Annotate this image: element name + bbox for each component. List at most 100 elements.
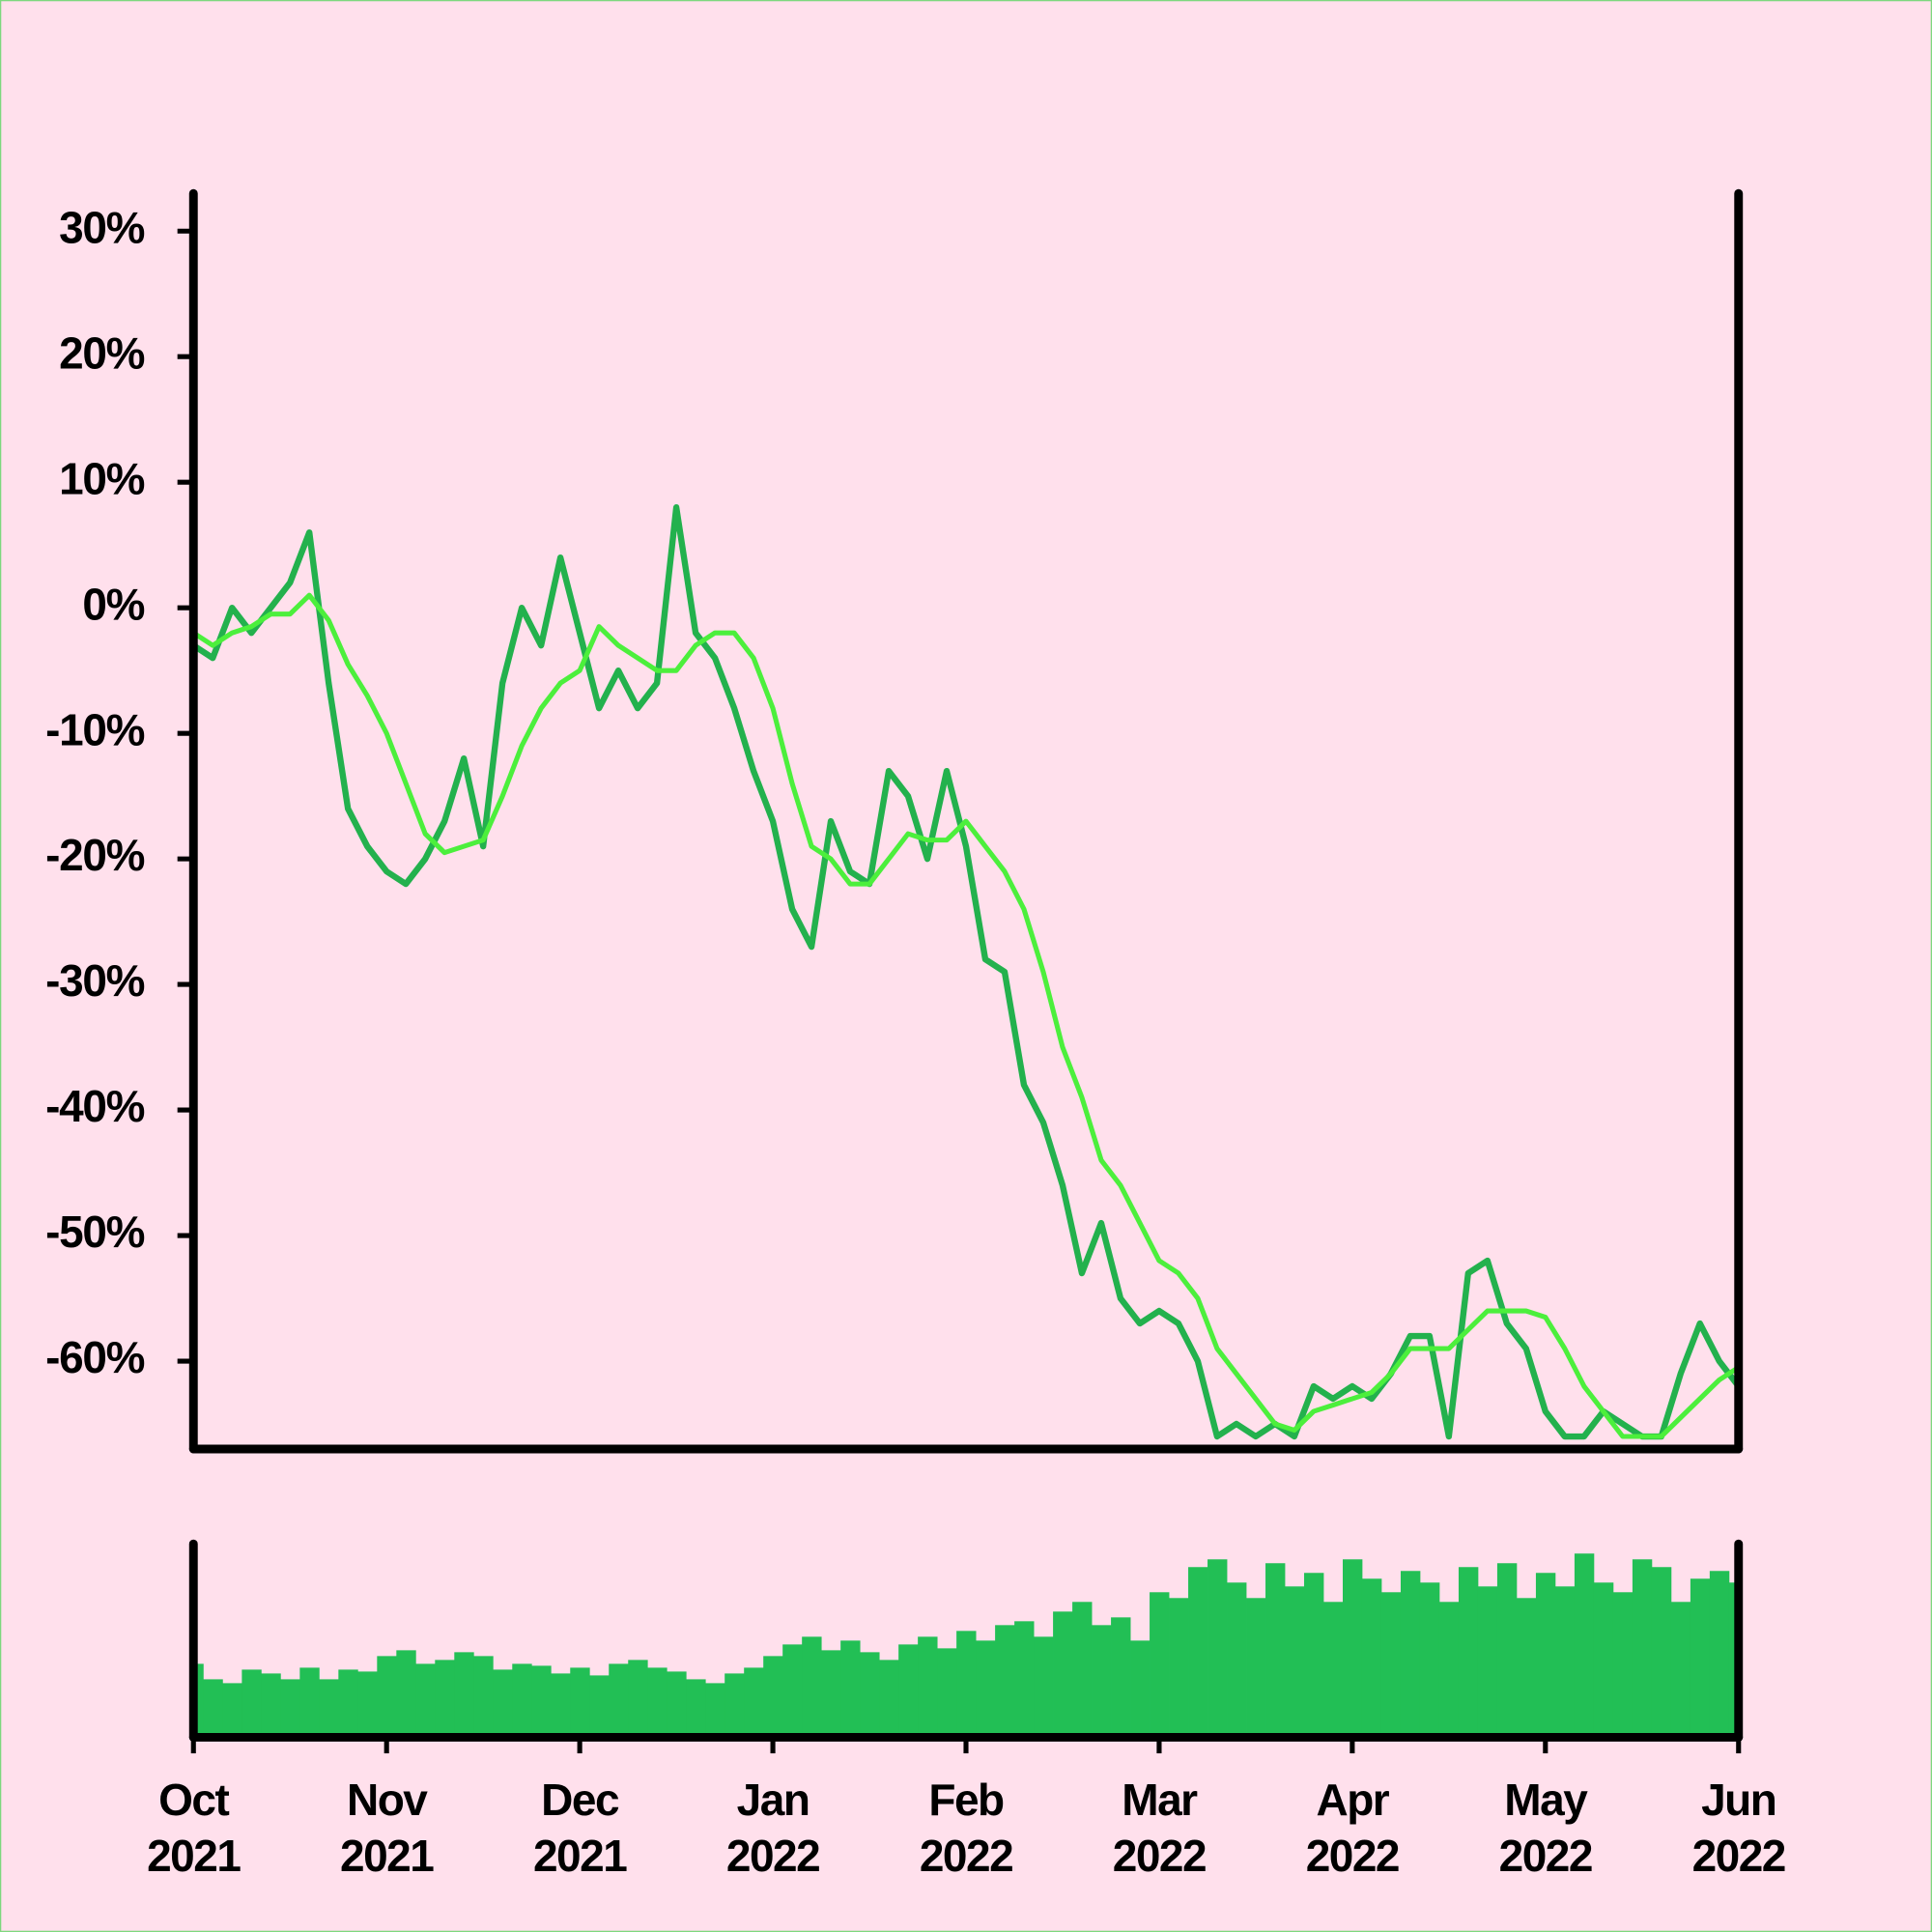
x-tick-label: Oct 2021 xyxy=(147,1775,242,1882)
volume-bar xyxy=(1690,1578,1711,1738)
volume-bar xyxy=(512,1663,532,1738)
volume-bar xyxy=(705,1683,725,1738)
y-tick-label: 10% xyxy=(59,453,145,503)
volume-bar xyxy=(763,1656,783,1738)
volume-bar xyxy=(377,1656,397,1738)
series-line xyxy=(193,504,1739,1440)
volume-bar xyxy=(1246,1598,1266,1738)
volume-bar xyxy=(1285,1586,1305,1738)
volume-bar xyxy=(744,1667,764,1738)
volume-bar xyxy=(821,1650,841,1738)
volume-bar xyxy=(1150,1592,1170,1738)
volume-bar xyxy=(1458,1567,1479,1738)
y-tick-label: 20% xyxy=(59,327,145,378)
volume-bar xyxy=(1496,1563,1518,1738)
volume-bar xyxy=(782,1644,803,1738)
volume-bar xyxy=(647,1667,668,1738)
volume-bar xyxy=(995,1625,1015,1738)
volume-bar xyxy=(1400,1571,1421,1738)
volume-bar xyxy=(1477,1586,1498,1738)
volume-bar xyxy=(551,1673,571,1738)
volume-bar xyxy=(1092,1625,1112,1738)
volume-bar xyxy=(280,1679,300,1738)
volume-bar xyxy=(724,1673,745,1738)
volume-bar xyxy=(1651,1567,1672,1738)
volume-bar xyxy=(956,1631,977,1738)
volume-bar xyxy=(1323,1602,1344,1738)
volume-bar xyxy=(667,1671,687,1738)
y-tick-label: -60% xyxy=(45,1332,145,1382)
volume-bar xyxy=(1130,1640,1151,1738)
volume-bar xyxy=(840,1640,861,1738)
volume-bar xyxy=(242,1669,262,1738)
volume-bar xyxy=(473,1656,494,1738)
volume-bar xyxy=(1516,1598,1537,1738)
volume-bar xyxy=(1265,1563,1286,1738)
x-tick-label: Jan 2022 xyxy=(725,1775,821,1882)
volume-bar xyxy=(1380,1592,1402,1738)
volume-bar xyxy=(493,1669,513,1738)
volume-bar xyxy=(1361,1578,1382,1738)
volume-bar xyxy=(357,1671,378,1738)
volume-bar xyxy=(879,1660,899,1738)
volume-bar xyxy=(1208,1559,1228,1738)
volume-bar xyxy=(976,1640,996,1738)
y-tick-label: -10% xyxy=(45,704,145,754)
plot-area xyxy=(193,504,1739,1440)
volume-bar xyxy=(193,1663,204,1738)
volume-bar xyxy=(261,1673,281,1738)
volume-bar xyxy=(802,1636,822,1738)
volume-bar xyxy=(338,1669,358,1738)
volume-panel xyxy=(193,1553,1739,1738)
y-tick-label: -40% xyxy=(45,1081,145,1131)
volume-bar xyxy=(1342,1559,1363,1738)
volume-bar xyxy=(570,1667,590,1738)
volume-bar xyxy=(1034,1636,1054,1738)
volume-bar xyxy=(1612,1592,1634,1738)
axes: 30% 20% 10% 0% -10% -20% -30% -40% -50% -60% xyxy=(45,188,1744,1754)
y-tick-label: 30% xyxy=(59,202,145,252)
volume-bar xyxy=(1535,1573,1556,1738)
volume-bar xyxy=(1227,1582,1247,1738)
volume-bar xyxy=(1169,1598,1189,1738)
volume-bar xyxy=(1053,1611,1073,1738)
volume-bar xyxy=(937,1648,957,1738)
x-tick-label: Mar 2022 xyxy=(1112,1775,1208,1882)
y-tick-label: -50% xyxy=(45,1207,145,1257)
volume-bar xyxy=(203,1679,223,1738)
volume-bar xyxy=(1304,1573,1324,1738)
volume-bar xyxy=(609,1663,629,1738)
x-tick-label: May 2022 xyxy=(1498,1775,1594,1882)
volume-bar xyxy=(1709,1571,1730,1738)
volume-bar xyxy=(1593,1582,1614,1738)
volume-bar xyxy=(1438,1602,1460,1738)
volume-bar xyxy=(1419,1582,1440,1738)
series-line xyxy=(193,592,1739,1439)
x-tick-label: Jun 2022 xyxy=(1691,1775,1787,1882)
y-tick-label: -30% xyxy=(45,955,145,1006)
volume-bar xyxy=(1728,1582,1739,1738)
x-tick-label: Nov 2021 xyxy=(340,1775,435,1882)
x-tick-label: Apr 2022 xyxy=(1305,1775,1401,1882)
volume-bar xyxy=(299,1667,320,1738)
x-tick-label: Dec 2021 xyxy=(532,1775,628,1882)
volume-bar xyxy=(898,1644,919,1738)
volume-bar xyxy=(686,1679,706,1738)
volume-bar xyxy=(396,1650,416,1738)
volume-bar xyxy=(860,1652,880,1738)
y-tick-label: 0% xyxy=(82,579,144,629)
volume-bar xyxy=(1014,1621,1035,1738)
volume-bar xyxy=(1188,1567,1208,1738)
volume-bar xyxy=(1574,1553,1595,1738)
volume-bar xyxy=(454,1652,474,1738)
volume-bar xyxy=(222,1683,242,1738)
x-tick-label: Feb 2022 xyxy=(919,1775,1014,1882)
volume-bar xyxy=(589,1675,610,1738)
y-tick-label: -20% xyxy=(45,830,145,880)
volume-bar xyxy=(1111,1617,1131,1738)
volume-bar xyxy=(1670,1602,1691,1738)
volume-bar xyxy=(1632,1559,1653,1738)
